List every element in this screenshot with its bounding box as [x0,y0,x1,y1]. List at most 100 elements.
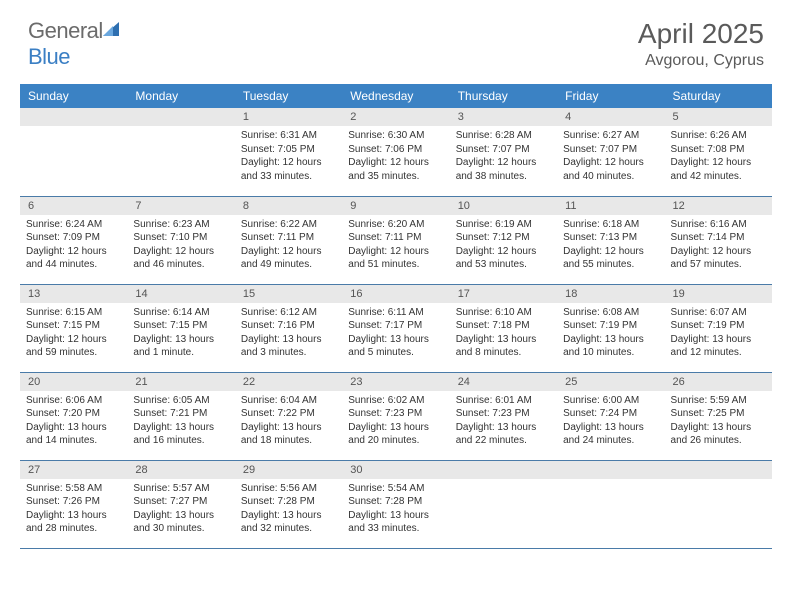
day-number: 19 [665,285,772,303]
day-content: Sunrise: 6:30 AMSunset: 7:06 PMDaylight:… [342,126,449,187]
day-content: Sunrise: 6:27 AMSunset: 7:07 PMDaylight:… [557,126,664,187]
weekday-header: Monday [127,84,234,108]
sunrise-text: Sunrise: 6:27 AM [563,129,658,143]
sunset-text: Sunset: 7:28 PM [348,495,443,509]
daylight-text: Daylight: 13 hours and 5 minutes. [348,333,443,360]
daylight-text: Daylight: 13 hours and 8 minutes. [456,333,551,360]
sunset-text: Sunset: 7:11 PM [241,231,336,245]
day-number: 8 [235,197,342,215]
calendar-cell: 25Sunrise: 6:00 AMSunset: 7:24 PMDayligh… [557,372,664,460]
weekday-header-row: Sunday Monday Tuesday Wednesday Thursday… [20,84,772,108]
sunrise-text: Sunrise: 6:10 AM [456,306,551,320]
day-number-empty [557,461,664,479]
sunset-text: Sunset: 7:05 PM [241,143,336,157]
day-number: 2 [342,108,449,126]
day-number: 29 [235,461,342,479]
calendar-cell [450,460,557,548]
day-content: Sunrise: 6:20 AMSunset: 7:11 PMDaylight:… [342,215,449,276]
day-number-empty [127,108,234,126]
day-number: 26 [665,373,772,391]
calendar-row: 6Sunrise: 6:24 AMSunset: 7:09 PMDaylight… [20,196,772,284]
day-number: 13 [20,285,127,303]
day-content: Sunrise: 5:57 AMSunset: 7:27 PMDaylight:… [127,479,234,540]
day-content: Sunrise: 6:26 AMSunset: 7:08 PMDaylight:… [665,126,772,187]
day-content: Sunrise: 6:06 AMSunset: 7:20 PMDaylight:… [20,391,127,452]
day-content: Sunrise: 6:02 AMSunset: 7:23 PMDaylight:… [342,391,449,452]
logo: GeneralBlue [28,18,121,70]
day-content: Sunrise: 6:12 AMSunset: 7:16 PMDaylight:… [235,303,342,364]
calendar-cell: 21Sunrise: 6:05 AMSunset: 7:21 PMDayligh… [127,372,234,460]
daylight-text: Daylight: 13 hours and 20 minutes. [348,421,443,448]
sunrise-text: Sunrise: 6:05 AM [133,394,228,408]
daylight-text: Daylight: 12 hours and 57 minutes. [671,245,766,272]
day-number: 25 [557,373,664,391]
calendar-cell: 8Sunrise: 6:22 AMSunset: 7:11 PMDaylight… [235,196,342,284]
sunset-text: Sunset: 7:08 PM [671,143,766,157]
calendar-cell [127,108,234,196]
sunset-text: Sunset: 7:25 PM [671,407,766,421]
weekday-header: Friday [557,84,664,108]
daylight-text: Daylight: 13 hours and 32 minutes. [241,509,336,536]
calendar-cell: 7Sunrise: 6:23 AMSunset: 7:10 PMDaylight… [127,196,234,284]
sunrise-text: Sunrise: 5:56 AM [241,482,336,496]
day-content: Sunrise: 6:08 AMSunset: 7:19 PMDaylight:… [557,303,664,364]
daylight-text: Daylight: 13 hours and 18 minutes. [241,421,336,448]
weekday-header: Wednesday [342,84,449,108]
daylight-text: Daylight: 12 hours and 42 minutes. [671,156,766,183]
calendar-cell: 23Sunrise: 6:02 AMSunset: 7:23 PMDayligh… [342,372,449,460]
sunrise-text: Sunrise: 6:14 AM [133,306,228,320]
sunset-text: Sunset: 7:19 PM [563,319,658,333]
sunset-text: Sunset: 7:14 PM [671,231,766,245]
day-number: 6 [20,197,127,215]
sunset-text: Sunset: 7:27 PM [133,495,228,509]
sunrise-text: Sunrise: 6:30 AM [348,129,443,143]
day-number: 10 [450,197,557,215]
sunrise-text: Sunrise: 6:02 AM [348,394,443,408]
location: Avgorou, Cyprus [638,52,764,70]
day-content: Sunrise: 5:58 AMSunset: 7:26 PMDaylight:… [20,479,127,540]
sunset-text: Sunset: 7:22 PM [241,407,336,421]
daylight-text: Daylight: 12 hours and 46 minutes. [133,245,228,272]
day-content: Sunrise: 6:04 AMSunset: 7:22 PMDaylight:… [235,391,342,452]
weekday-header: Sunday [20,84,127,108]
sunset-text: Sunset: 7:15 PM [26,319,121,333]
sunset-text: Sunset: 7:20 PM [26,407,121,421]
day-content: Sunrise: 5:54 AMSunset: 7:28 PMDaylight:… [342,479,449,540]
day-number: 23 [342,373,449,391]
calendar-cell: 27Sunrise: 5:58 AMSunset: 7:26 PMDayligh… [20,460,127,548]
day-content: Sunrise: 6:16 AMSunset: 7:14 PMDaylight:… [665,215,772,276]
weekday-header: Saturday [665,84,772,108]
calendar-cell: 22Sunrise: 6:04 AMSunset: 7:22 PMDayligh… [235,372,342,460]
day-number: 22 [235,373,342,391]
sunset-text: Sunset: 7:18 PM [456,319,551,333]
day-content: Sunrise: 5:59 AMSunset: 7:25 PMDaylight:… [665,391,772,452]
calendar-row: 13Sunrise: 6:15 AMSunset: 7:15 PMDayligh… [20,284,772,372]
day-number: 21 [127,373,234,391]
calendar-cell: 14Sunrise: 6:14 AMSunset: 7:15 PMDayligh… [127,284,234,372]
day-content: Sunrise: 6:23 AMSunset: 7:10 PMDaylight:… [127,215,234,276]
title-block: April 2025 Avgorou, Cyprus [638,18,764,70]
sunrise-text: Sunrise: 6:16 AM [671,218,766,232]
day-number: 11 [557,197,664,215]
day-content: Sunrise: 6:10 AMSunset: 7:18 PMDaylight:… [450,303,557,364]
calendar-cell: 15Sunrise: 6:12 AMSunset: 7:16 PMDayligh… [235,284,342,372]
day-number: 27 [20,461,127,479]
day-number: 14 [127,285,234,303]
sunrise-text: Sunrise: 6:11 AM [348,306,443,320]
calendar-row: 27Sunrise: 5:58 AMSunset: 7:26 PMDayligh… [20,460,772,548]
daylight-text: Daylight: 12 hours and 35 minutes. [348,156,443,183]
weekday-header: Tuesday [235,84,342,108]
day-content: Sunrise: 6:05 AMSunset: 7:21 PMDaylight:… [127,391,234,452]
day-content: Sunrise: 6:14 AMSunset: 7:15 PMDaylight:… [127,303,234,364]
day-content: Sunrise: 6:01 AMSunset: 7:23 PMDaylight:… [450,391,557,452]
daylight-text: Daylight: 13 hours and 30 minutes. [133,509,228,536]
sunrise-text: Sunrise: 6:22 AM [241,218,336,232]
sunset-text: Sunset: 7:26 PM [26,495,121,509]
logo-part2: Blue [28,44,70,69]
day-content: Sunrise: 6:15 AMSunset: 7:15 PMDaylight:… [20,303,127,364]
day-number: 16 [342,285,449,303]
day-number: 28 [127,461,234,479]
sunset-text: Sunset: 7:21 PM [133,407,228,421]
sunrise-text: Sunrise: 6:26 AM [671,129,766,143]
calendar-cell: 6Sunrise: 6:24 AMSunset: 7:09 PMDaylight… [20,196,127,284]
